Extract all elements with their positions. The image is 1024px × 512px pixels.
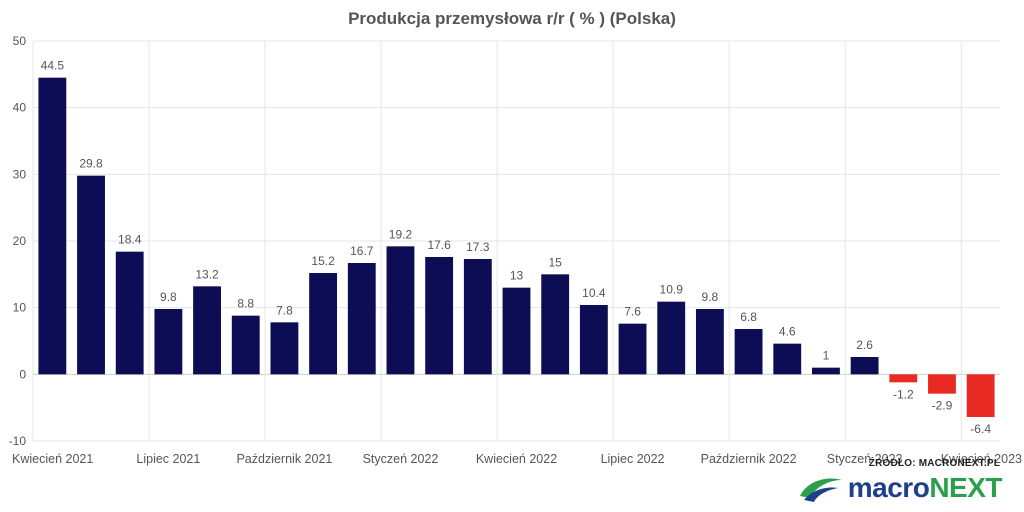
data-label: -1.2 [893, 387, 914, 401]
data-label: 10.9 [660, 283, 684, 297]
macronext-logo-icon [800, 478, 842, 502]
bar [579, 305, 608, 375]
data-label: 13 [510, 269, 524, 283]
bar [850, 357, 879, 375]
bar [115, 251, 144, 375]
bar [889, 374, 918, 383]
x-tick-label: Lipiec 2022 [601, 452, 665, 466]
x-tick-label: Kwiecień 2022 [476, 452, 557, 466]
data-label: 4.6 [779, 325, 796, 339]
bar [928, 374, 956, 394]
bar [270, 322, 299, 375]
data-label: 17.3 [466, 240, 490, 254]
bar [154, 309, 183, 375]
chart-title: Produkcja przemysłowa r/r ( % ) (Polska) [348, 9, 676, 28]
data-label: 15 [549, 255, 563, 269]
bar [309, 273, 338, 375]
bar [657, 301, 686, 375]
bar [347, 263, 376, 375]
bar [734, 329, 763, 375]
bar [38, 77, 67, 375]
y-tick-label: 20 [13, 234, 27, 248]
data-label: 1 [823, 349, 830, 363]
data-label: -6.4 [970, 422, 991, 436]
source-label: ŹRÓDŁO: MACRONEXT.PL [868, 458, 1000, 469]
bar [502, 287, 531, 375]
data-label: -2.9 [932, 399, 953, 413]
bar [193, 286, 221, 375]
data-label: 18.4 [118, 233, 142, 247]
data-label: 10.4 [582, 286, 606, 300]
data-label: 2.6 [856, 338, 873, 352]
y-tick-label: -10 [9, 434, 27, 448]
y-tick-label: 30 [13, 167, 27, 181]
x-tick-label: Kwiecień 2023 [941, 452, 1022, 466]
y-axis-ticks: -10 0 10 20 30 40 50 [9, 34, 27, 448]
bar [966, 374, 995, 417]
x-tick-label: Styczeń 2023 [827, 452, 903, 466]
bar [773, 343, 802, 375]
logo-part-next: NEXT [929, 472, 1002, 503]
bars [38, 77, 995, 417]
logo-part-macro: macro [847, 472, 930, 503]
macronext-logo: macroNEXT [847, 472, 1003, 503]
x-tick-label: Lipiec 2021 [136, 452, 200, 466]
bar [618, 323, 647, 375]
bar [425, 257, 454, 375]
data-label: 29.8 [79, 157, 103, 171]
grid [32, 40, 1000, 442]
data-label: 44.5 [41, 59, 65, 73]
data-label: 7.8 [276, 303, 293, 317]
x-axis-ticks: Kwiecień 2021 Lipiec 2021 Październik 2021… [12, 452, 1022, 466]
x-tick-label: Październik 2022 [701, 452, 797, 466]
data-label: 6.8 [740, 310, 757, 324]
bar [77, 175, 105, 375]
bar [386, 246, 415, 375]
y-tick-label: 0 [19, 367, 26, 381]
bar [231, 315, 260, 375]
data-label: 13.2 [195, 267, 219, 281]
data-label: 19.2 [389, 227, 413, 241]
x-tick-label: Kwiecień 2021 [12, 452, 93, 466]
data-label: 15.2 [311, 254, 335, 268]
x-tick-label: Styczeń 2022 [363, 452, 439, 466]
data-label: 8.8 [237, 297, 254, 311]
bar [812, 367, 840, 375]
bar [695, 309, 724, 375]
y-tick-label: 50 [13, 34, 27, 48]
data-labels: 44.529.818.49.813.28.8 7.815.216.719.217.… [41, 59, 992, 436]
bar [463, 259, 492, 375]
data-label: 9.8 [702, 290, 719, 304]
data-label: 7.6 [624, 305, 641, 319]
data-label: 9.8 [160, 290, 177, 304]
data-label: 16.7 [350, 244, 374, 258]
bar [541, 274, 570, 375]
y-tick-label: 40 [13, 101, 27, 115]
data-label: 17.6 [427, 238, 451, 252]
y-tick-label: 10 [13, 301, 27, 315]
x-tick-label: Październik 2021 [236, 452, 332, 466]
